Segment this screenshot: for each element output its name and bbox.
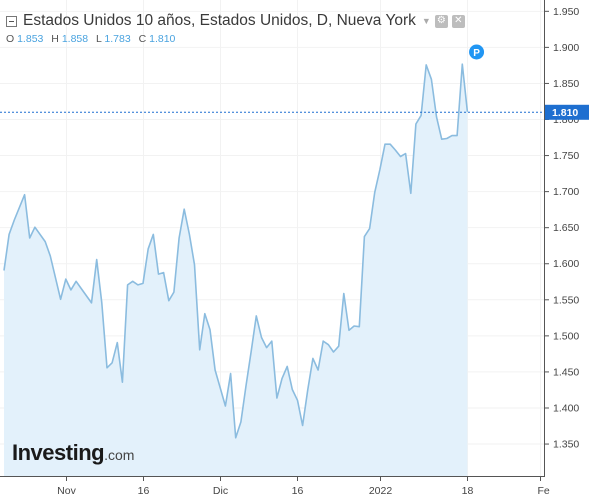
- last-price-label: 1.810: [545, 104, 589, 120]
- y-tick-label-0: 1.350: [553, 439, 579, 451]
- collapse-icon[interactable]: [6, 15, 17, 27]
- price-axis[interactable]: 1.350 1.400 1.450 1.500 1.550 1.600 1.650 1.700…: [544, 6, 579, 451]
- low-key: L: [96, 33, 102, 45]
- y-tick-label-12: 1.950: [553, 6, 579, 18]
- open-key: O: [6, 33, 15, 45]
- close-icon[interactable]: ✕: [451, 14, 465, 28]
- x-tick-label-3: 16: [292, 485, 304, 497]
- x-tick-label-1: 16: [138, 485, 150, 497]
- x-tick-label-4: 2022: [369, 485, 393, 497]
- x-tick-label-0: Nov: [57, 485, 76, 497]
- y-tick-label-7: 1.700: [553, 186, 579, 198]
- low-value: 1.783: [104, 33, 131, 45]
- dividend-p-marker[interactable]: P: [469, 44, 485, 60]
- y-tick-label-5: 1.600: [553, 258, 579, 270]
- y-tick-label-6: 1.650: [553, 222, 579, 234]
- p-marker-circle: [469, 44, 485, 60]
- x-tick-label-6: Fe: [538, 485, 550, 497]
- high-key: H: [51, 33, 59, 45]
- y-tick-label-1: 1.400: [553, 402, 579, 414]
- x-tick-label-2: Dic: [213, 485, 228, 497]
- ohlc-values: O 1.853 H 1.858 L 1.783 C 1.810: [6, 33, 180, 45]
- open-value: 1.853: [17, 33, 44, 45]
- close-value: 1.810: [149, 33, 176, 45]
- settings-icon[interactable]: ⚙: [434, 14, 448, 28]
- y-tick-label-10: 1.850: [553, 78, 579, 90]
- y-tick-label-11: 1.900: [553, 42, 579, 54]
- last-price-value: 1.810: [552, 107, 578, 119]
- price-area-fill: [4, 64, 468, 476]
- last-price-box: [545, 104, 589, 120]
- y-tick-label-2: 1.450: [553, 366, 579, 378]
- time-axis[interactable]: Nov 16 Dic 16 2022 18 Fe: [57, 476, 550, 497]
- logo-brand: Investing: [12, 440, 105, 465]
- y-tick-label-4: 1.550: [553, 294, 579, 306]
- y-tick-label-3: 1.500: [553, 330, 579, 342]
- instrument-title: Estados Unidos 10 años, Estados Unidos, …: [23, 12, 416, 29]
- investing-logo: Investing.com: [12, 440, 134, 466]
- price-series-line: [3, 63, 469, 439]
- close-key: C: [138, 33, 147, 45]
- x-tick-label-5: 18: [462, 485, 474, 497]
- chevron-down-icon[interactable]: ▼: [421, 16, 431, 26]
- logo-domain: .com: [104, 447, 135, 463]
- y-tick-label-8: 1.750: [553, 150, 579, 162]
- p-marker-label: P: [473, 48, 480, 59]
- high-value: 1.858: [61, 33, 89, 45]
- chart-header: Estados Unidos 10 años, Estados Unidos, …: [6, 10, 465, 32]
